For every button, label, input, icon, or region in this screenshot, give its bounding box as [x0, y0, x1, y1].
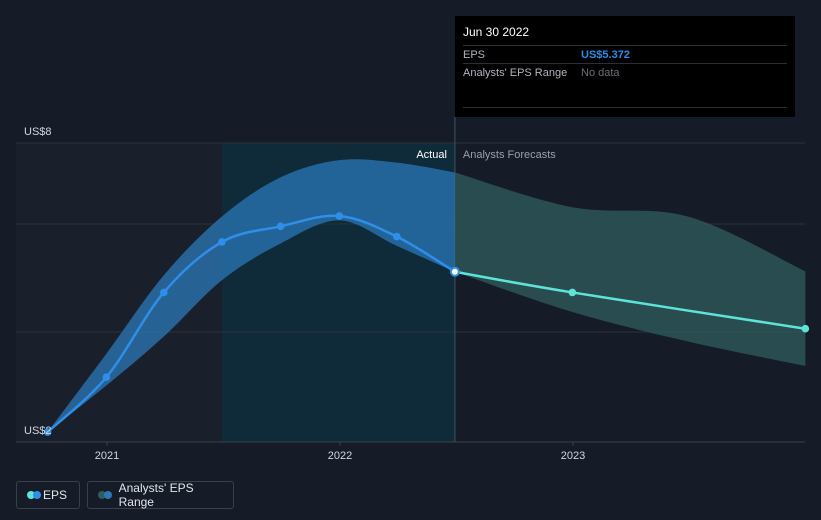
eps-point-1-1: [568, 288, 577, 297]
tooltip-divider: [463, 107, 787, 108]
eps-point-0-4: [276, 222, 285, 231]
tooltip-date: Jun 30 2022: [463, 25, 530, 39]
x-tick-label-2: 2023: [561, 450, 585, 462]
x-tick-label-1: 2022: [328, 450, 352, 462]
legend-eps[interactable]: EPS: [16, 481, 80, 509]
eps-lines: [46, 214, 806, 434]
eps-chart: US$8 US$2 2021 2022 2023 Actual Analysts Forec…: [16, 117, 810, 462]
legend-eps-label: EPS: [42, 488, 67, 502]
x-tick-label-0: 2021: [95, 450, 119, 462]
eps-point-0-5: [335, 212, 344, 220]
legend-range-label: Analysts' EPS Range: [118, 481, 194, 509]
y-tick-label-0: US$8: [24, 126, 52, 138]
tooltip-eps-label: EPS: [463, 48, 486, 61]
tooltip-range-label: Analysts' EPS Range: [463, 66, 568, 79]
forecast-section-label: Analysts Forecasts: [463, 149, 556, 161]
range-band-actual: [47, 159, 455, 433]
tooltip-range-value: No data: [581, 66, 620, 79]
range-legend-icon: [98, 491, 112, 499]
y-tick-label-1: US$2: [24, 425, 52, 437]
eps-points: [43, 212, 810, 436]
range-band-forecast: [454, 172, 806, 366]
tooltip-range-row: Analysts' EPS Range No data: [463, 63, 787, 81]
actual-section-label: Actual: [416, 149, 447, 161]
tooltip-eps-value: US$5.372: [581, 48, 630, 61]
series-line-1: [454, 270, 806, 330]
hover-tooltip: Jun 30 2022 EPS US$5.372 Analysts' EPS R…: [455, 16, 795, 117]
eps-point-0-3: [218, 238, 226, 246]
axis-labels: US$8 US$2 2021 2022 2023 Actual Analysts Forec…: [24, 126, 585, 462]
eps-point-0-2: [160, 288, 168, 297]
series-line-0: [46, 214, 456, 434]
eps-point-0-1: [102, 373, 111, 382]
eps-point-0-7: [449, 266, 460, 277]
eps-legend-icon: [27, 491, 41, 499]
analysts-eps-range-band: [47, 159, 806, 433]
tooltip-eps-row: EPS US$5.372: [463, 45, 787, 63]
legend-analysts-eps-range[interactable]: Analysts' EPS Range: [87, 481, 234, 509]
eps-point-0-6: [393, 232, 401, 241]
eps-point-1-2: [801, 324, 810, 333]
eps-point-0-0: [43, 428, 52, 436]
